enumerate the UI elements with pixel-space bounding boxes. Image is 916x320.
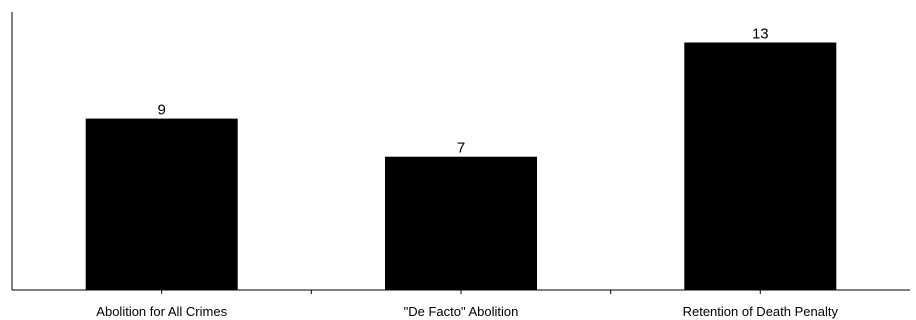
data-label: 13	[752, 26, 769, 43]
category-label: Abolition for All Crimes	[96, 304, 227, 319]
data-label: 9	[158, 102, 166, 119]
chart-marks: 9 Abolition for All Crimes 7 "De Facto" Abo…	[85, 26, 839, 319]
bar	[684, 42, 837, 290]
bar	[85, 118, 238, 290]
bar	[385, 156, 537, 290]
category-label: "De Facto" Abolition	[404, 304, 519, 319]
category-label: Retention of Death Penalty	[683, 304, 839, 319]
data-label: 7	[457, 140, 465, 157]
